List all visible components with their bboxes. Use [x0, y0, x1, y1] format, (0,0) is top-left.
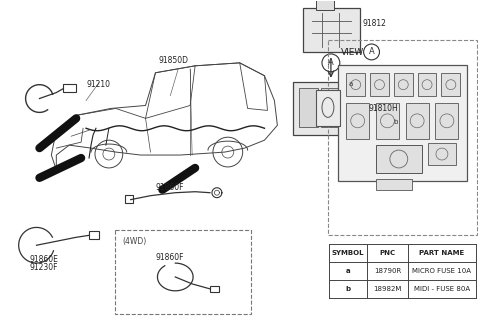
Text: PNC: PNC — [379, 250, 396, 256]
Text: MICRO FUSE 10A: MICRO FUSE 10A — [412, 268, 471, 274]
FancyBboxPatch shape — [299, 88, 318, 127]
Text: 91810H: 91810H — [369, 104, 398, 113]
Text: a: a — [348, 81, 353, 87]
Text: 18982M: 18982M — [373, 286, 402, 292]
Text: a: a — [346, 268, 350, 274]
FancyBboxPatch shape — [346, 103, 369, 139]
Text: 18790R: 18790R — [374, 268, 401, 274]
Text: VIEW: VIEW — [341, 48, 364, 57]
FancyBboxPatch shape — [418, 73, 436, 96]
Text: b: b — [345, 286, 350, 292]
Text: 91230F: 91230F — [30, 263, 58, 271]
Text: MIDI - FUSE 80A: MIDI - FUSE 80A — [414, 286, 470, 292]
Text: A: A — [328, 58, 334, 67]
FancyBboxPatch shape — [338, 65, 467, 181]
Text: PART NAME: PART NAME — [420, 250, 465, 256]
FancyBboxPatch shape — [428, 143, 456, 166]
Text: 91850D: 91850D — [158, 56, 189, 65]
FancyBboxPatch shape — [316, 90, 340, 126]
Text: 91860F: 91860F — [156, 183, 184, 192]
Text: b: b — [393, 119, 397, 125]
Text: (4WD): (4WD) — [123, 237, 147, 246]
FancyBboxPatch shape — [321, 88, 339, 127]
FancyBboxPatch shape — [442, 73, 460, 96]
FancyBboxPatch shape — [315, 0, 335, 10]
Text: 91210: 91210 — [86, 80, 110, 89]
Text: 91812: 91812 — [362, 19, 386, 28]
FancyBboxPatch shape — [376, 145, 421, 174]
FancyBboxPatch shape — [346, 73, 365, 96]
FancyBboxPatch shape — [394, 73, 413, 96]
FancyBboxPatch shape — [342, 88, 361, 127]
Text: SYMBOL: SYMBOL — [332, 250, 364, 256]
FancyBboxPatch shape — [293, 82, 367, 135]
FancyBboxPatch shape — [370, 73, 389, 96]
FancyBboxPatch shape — [376, 179, 412, 190]
Text: 91860F: 91860F — [156, 253, 184, 262]
Text: 91860E: 91860E — [30, 255, 59, 263]
FancyBboxPatch shape — [435, 103, 458, 139]
FancyBboxPatch shape — [406, 103, 429, 139]
FancyBboxPatch shape — [303, 8, 360, 52]
FancyBboxPatch shape — [376, 103, 399, 139]
Text: A: A — [369, 48, 374, 56]
